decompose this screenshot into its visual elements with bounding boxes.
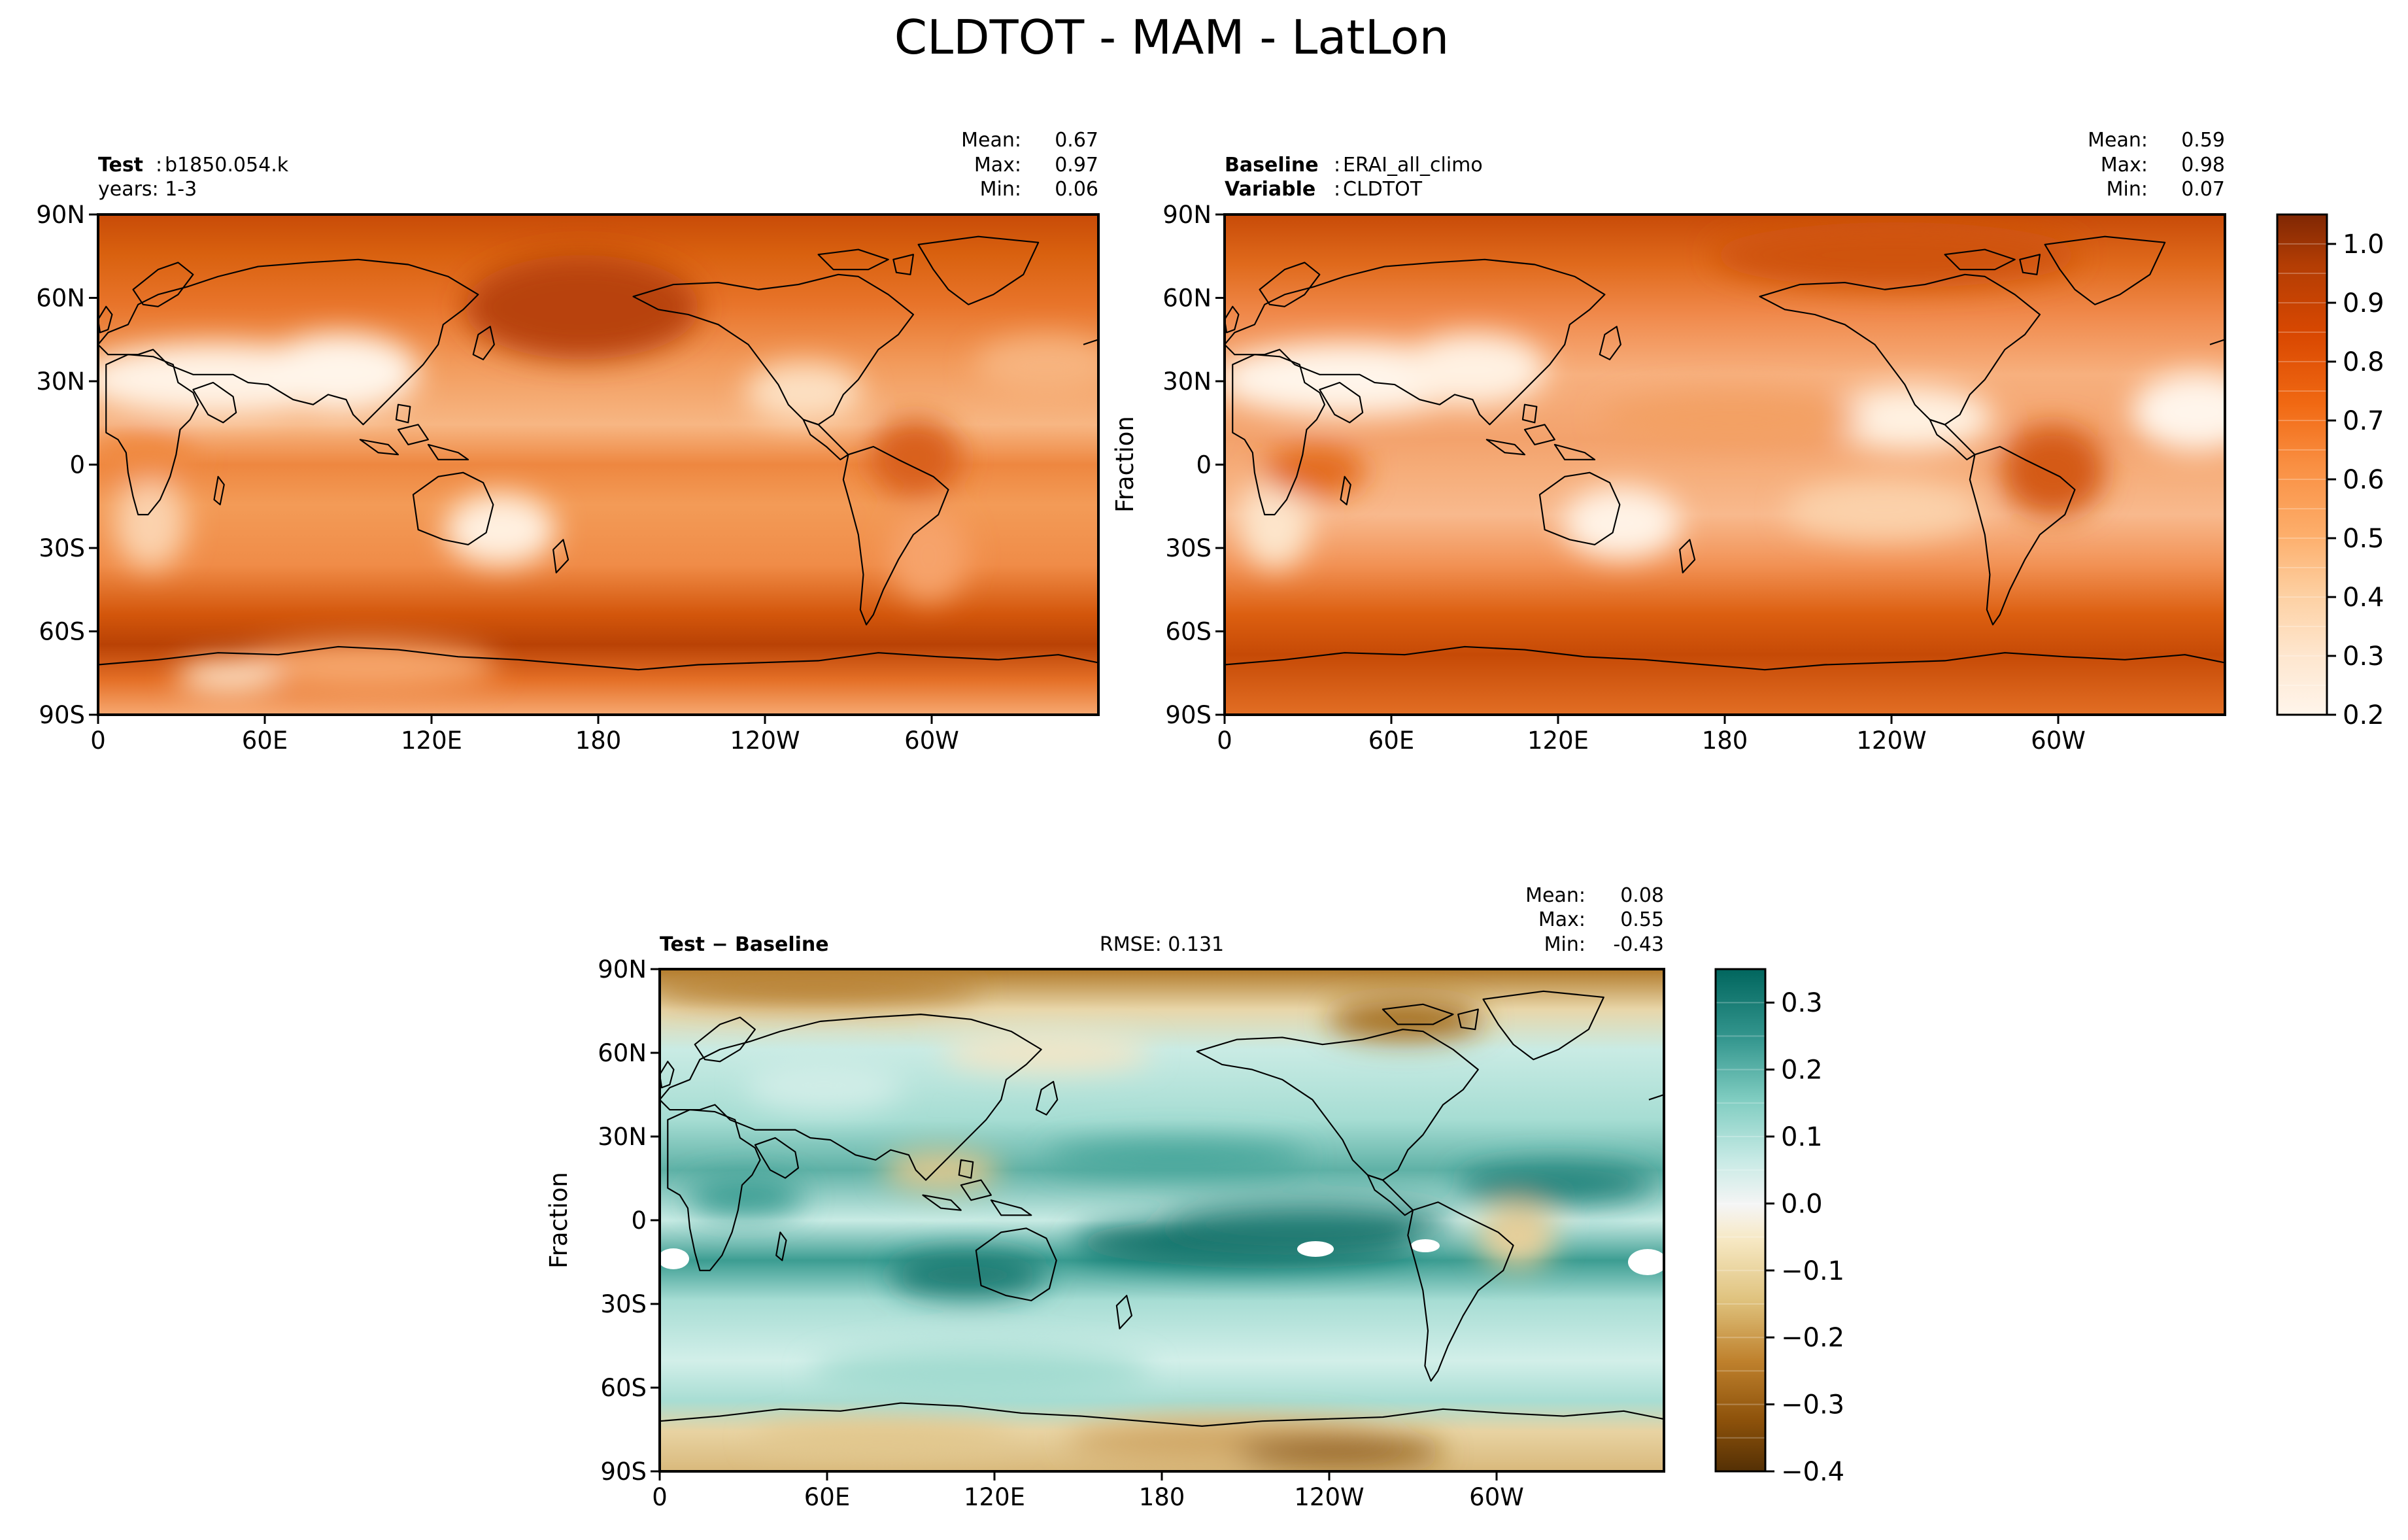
- x-tick-label: 0: [90, 727, 106, 755]
- difference-panel: Test − Baseline RMSE: 0.131 Mean: 0.08 M…: [545, 884, 1844, 1511]
- test-min-value: 0.06: [1055, 178, 1098, 201]
- x-tick-label: 60W: [1469, 1483, 1524, 1511]
- test-max-value: 0.97: [1055, 154, 1098, 177]
- difference-mean-label: Mean:: [1525, 884, 1586, 907]
- colorbar-tick-label: 1.0: [2343, 230, 2384, 260]
- colorbar-tick-label: 0.3: [2343, 642, 2384, 672]
- figure-title: CLDTOT - MAM - LatLon: [894, 10, 1449, 65]
- baseline-mean-value: 0.59: [2181, 129, 2225, 152]
- difference-min-value: -0.43: [1613, 933, 1664, 956]
- y-tick-label: 60S: [39, 618, 85, 646]
- test-panel: Test : b1850.054.k years: 1-3 Mean: 0.67…: [36, 129, 1100, 755]
- variable-label-value: CLDTOT: [1343, 178, 1423, 201]
- baseline-label-bold: Baseline: [1225, 154, 1319, 177]
- test-max-label: Max:: [974, 154, 1021, 177]
- test-label-sep: :: [156, 154, 162, 177]
- y-tick-label: 60N: [598, 1039, 647, 1067]
- x-tick-label: 180: [1702, 727, 1748, 755]
- y-tick-label: 30S: [39, 534, 85, 562]
- y-tick-label: 30S: [1165, 534, 1212, 562]
- colorbar-tick-label: 0.9: [2343, 288, 2384, 318]
- x-tick-label: 180: [1139, 1483, 1185, 1511]
- colorbar-tick-label: 0.2: [2343, 700, 2384, 730]
- y-tick-label: 30S: [600, 1290, 647, 1318]
- y-tick-label: 30N: [598, 1123, 647, 1151]
- y-tick-label: 90N: [598, 955, 647, 984]
- x-tick-label: 120W: [1294, 1483, 1364, 1511]
- difference-mean-value: 0.08: [1620, 884, 1664, 907]
- colorbar-tick-label: 0.6: [2343, 465, 2384, 495]
- y-tick-label: 90N: [1162, 201, 1212, 229]
- colorbar-tick-label: −0.1: [1781, 1256, 1844, 1286]
- test-label-bold: Test: [98, 154, 143, 177]
- x-tick-label: 120W: [1856, 727, 1926, 755]
- x-tick-label: 120E: [401, 727, 462, 755]
- rmse-label: RMSE: 0.131: [1100, 933, 1224, 956]
- y-tick-label: 90N: [36, 201, 85, 229]
- test-years: years: 1-3: [98, 178, 197, 201]
- y-tick-label: 30N: [36, 368, 85, 396]
- x-tick-label: 60E: [804, 1483, 850, 1511]
- test-min-label: Min:: [980, 178, 1021, 201]
- y-tick-label: 60N: [36, 284, 85, 313]
- y-tick-label: 60S: [600, 1374, 647, 1402]
- x-tick-label: 60W: [904, 727, 959, 755]
- colorbar-tick-label: 0.0: [1781, 1189, 1823, 1219]
- baseline-panel: Baseline : ERAI_all_climo Variable : CLD…: [1111, 129, 2384, 755]
- difference-colorbar: [1716, 969, 1765, 1471]
- variable-label-bold: Variable: [1225, 178, 1315, 201]
- y-tick-label: 90S: [1165, 701, 1212, 729]
- colorbar-tick-label: 0.7: [2343, 406, 2384, 436]
- y-tick-label: 60N: [1162, 284, 1212, 313]
- test-mean-label: Mean:: [961, 129, 1021, 152]
- baseline-mean-label: Mean:: [2088, 129, 2148, 152]
- difference-ylabel: Fraction: [545, 1172, 573, 1269]
- x-tick-label: 120E: [1527, 727, 1589, 755]
- x-tick-label: 0: [652, 1483, 668, 1511]
- baseline-colorbar: [2277, 214, 2327, 715]
- colorbar-tick-label: −0.4: [1781, 1457, 1844, 1487]
- x-tick-label: 180: [575, 727, 622, 755]
- y-tick-label: 60S: [1165, 618, 1212, 646]
- y-tick-label: 30N: [1162, 368, 1212, 396]
- baseline-max-value: 0.98: [2181, 154, 2225, 177]
- baseline-ylabel: Fraction: [1111, 416, 1139, 513]
- colorbar-tick-label: 0.2: [1781, 1055, 1823, 1086]
- baseline-min-value: 0.07: [2181, 178, 2225, 201]
- difference-max-label: Max:: [1538, 908, 1586, 931]
- variable-label-sep: :: [1334, 178, 1340, 201]
- colorbar-tick-label: −0.3: [1781, 1390, 1844, 1420]
- x-tick-label: 60E: [1368, 727, 1414, 755]
- colorbar-tick-label: 0.3: [1781, 988, 1823, 1018]
- test-mean-value: 0.67: [1055, 129, 1098, 152]
- baseline-min-label: Min:: [2107, 178, 2148, 201]
- baseline-label-sep: :: [1334, 154, 1340, 177]
- difference-min-label: Min:: [1544, 933, 1586, 956]
- colorbar-tick-label: 0.1: [1781, 1122, 1823, 1152]
- baseline-label-value: ERAI_all_climo: [1343, 154, 1483, 177]
- x-tick-label: 60W: [2031, 727, 2086, 755]
- x-tick-label: 120E: [964, 1483, 1025, 1511]
- y-tick-label: 90S: [600, 1458, 647, 1486]
- baseline-max-label: Max:: [2101, 154, 2148, 177]
- y-tick-label: 0: [1196, 451, 1212, 479]
- x-tick-label: 0: [1217, 727, 1232, 755]
- test-label-value: b1850.054.k: [165, 154, 289, 177]
- colorbar-tick-label: 0.8: [2343, 347, 2384, 377]
- y-tick-label: 90S: [39, 701, 85, 729]
- y-tick-label: 0: [631, 1206, 647, 1235]
- x-tick-label: 60E: [242, 727, 288, 755]
- difference-max-value: 0.55: [1620, 908, 1664, 931]
- difference-label: Test − Baseline: [660, 933, 829, 956]
- colorbar-tick-label: 0.4: [2343, 583, 2384, 613]
- colorbar-tick-label: 0.5: [2343, 524, 2384, 554]
- x-tick-label: 120W: [730, 727, 800, 755]
- colorbar-tick-label: −0.2: [1781, 1323, 1844, 1353]
- y-tick-label: 0: [69, 451, 85, 479]
